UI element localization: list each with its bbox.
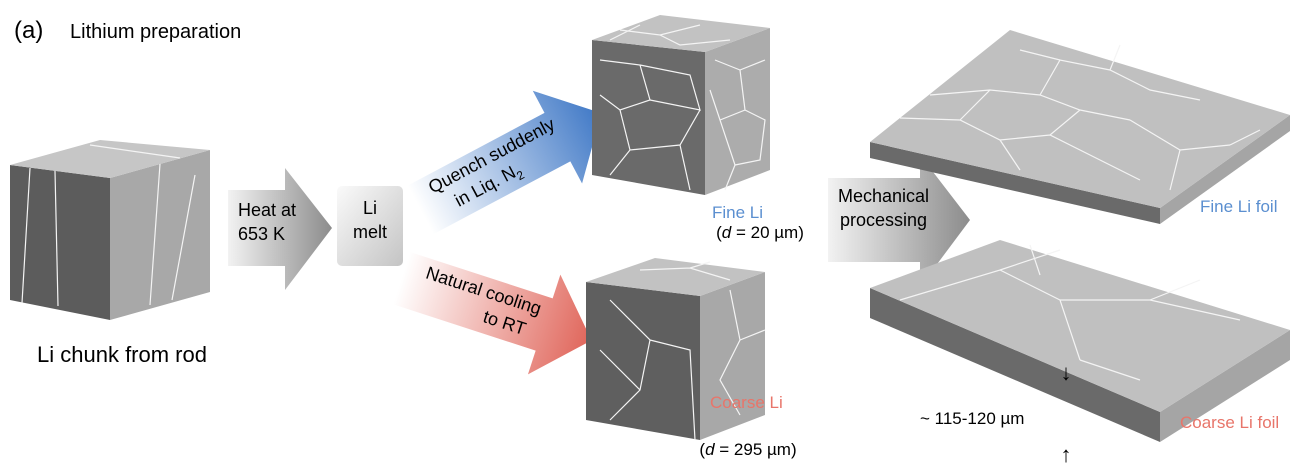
coarse-foil-label: Coarse Li foil (1180, 413, 1279, 432)
fine-foil (870, 30, 1290, 224)
heat-arrow: Heat at 653 K (228, 168, 332, 290)
paren: ( (699, 440, 705, 459)
arrow-up: ↑ (1061, 442, 1072, 463)
mechanical-label: Mechanical (838, 186, 929, 206)
melt-box: Li melt (337, 186, 403, 266)
thickness-label: ~ 115-120 µm (920, 409, 1024, 428)
size-value: = 20 µm) (731, 223, 804, 242)
coarse-name: Coarse Li (710, 393, 783, 412)
chunk-caption: Li chunk from rod (37, 342, 207, 367)
melt-label: Li (363, 198, 377, 218)
symbol: d (722, 223, 732, 242)
quench-arrow: Quench suddenly in Liq. N2 (407, 90, 602, 235)
arrow-down: ↓ (1061, 360, 1072, 385)
paren: ( (716, 223, 722, 242)
melt-label: melt (353, 222, 387, 242)
panel-label: (a) (14, 17, 43, 44)
fine-foil-label: Fine Li foil (1200, 197, 1277, 216)
mechanical-label: processing (840, 210, 927, 230)
fine-size: (d = 20 µm) (716, 223, 804, 242)
coarse-foil (870, 240, 1290, 442)
cooling-arrow: Natural cooling to RT (393, 252, 592, 375)
chunk-cube (10, 140, 210, 320)
heat-label: Heat at (238, 200, 296, 220)
fine-name: Fine Li (712, 203, 763, 222)
mechanical-arrow: Mechanical processing (828, 155, 970, 287)
size-value: = 295 µm) (715, 440, 797, 459)
title: Lithium preparation (70, 21, 241, 43)
coarse-size: (d = 295 µm) (699, 440, 796, 459)
heat-label: 653 K (238, 224, 285, 244)
coarse-cube (586, 258, 766, 441)
fine-cube (592, 15, 770, 195)
symbol: d (705, 440, 715, 459)
